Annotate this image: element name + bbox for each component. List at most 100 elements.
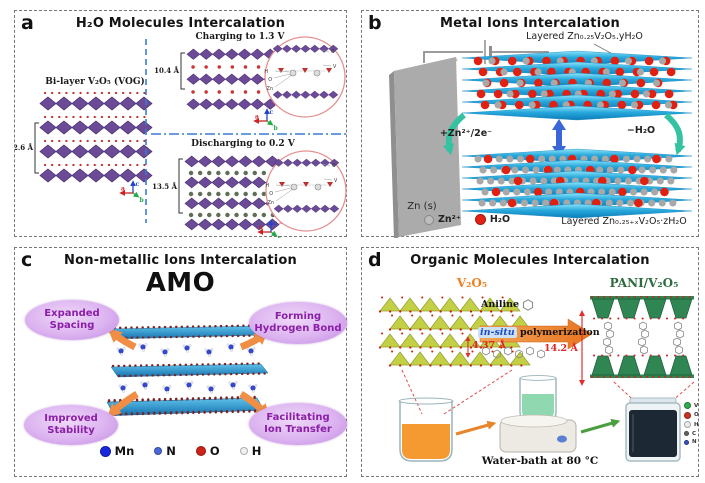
- legend-item-mn: Mn: [99, 444, 135, 458]
- v2o5-label: V₂O₅: [456, 276, 488, 290]
- spacing-142-label: 14.2 Å: [544, 343, 578, 354]
- charging-spacing-label: 10.4 Å: [154, 66, 179, 75]
- formula-bottom: Layered Zn₀.₂₅₊ₓV₂O₅·zH₂O: [561, 216, 687, 227]
- layered-sheets: [105, 324, 270, 418]
- zn-ion-dot: [424, 214, 434, 225]
- aniline-label: Aniline: [480, 299, 520, 310]
- panel-a-letter: a: [21, 12, 34, 34]
- legend-item-h2o: H₂O: [474, 214, 511, 225]
- arrow-improved-stability: [107, 391, 139, 418]
- hotplate-dial: [557, 435, 567, 443]
- insitu-word: in-situ: [478, 327, 517, 338]
- bilayer-spacing-label: 12.6 Å: [15, 143, 34, 152]
- arrow-forming-hydrogen-bond: [239, 330, 269, 351]
- oval-line: Ion Transfer: [264, 424, 332, 435]
- panel-b-title: Metal Ions Intercalation: [440, 16, 620, 31]
- v-dot: [684, 402, 691, 409]
- water-release-label: −H₂O: [626, 125, 656, 136]
- charging-inset: O V H O Zn: [264, 36, 346, 118]
- o-dot: [195, 446, 206, 456]
- n-dot: [684, 439, 689, 445]
- legend-item-zn: Zn²⁺: [424, 214, 461, 225]
- legend-item-c: C: [684, 431, 699, 437]
- oval-line: Hydrogen Bond: [254, 323, 342, 334]
- panel-a-title: H₂O Molecules Intercalation: [75, 16, 286, 31]
- waterbath-label: Water-bath at 80 °C: [481, 455, 599, 467]
- panel-b-legend: Zn²⁺ H₂O: [424, 214, 510, 225]
- intercalated-molecules-row1: [116, 343, 256, 357]
- panel-c-title: Non-metallic Ions Intercalation: [64, 253, 297, 268]
- inset-zn-label: Zn: [267, 86, 273, 92]
- legend-item-n: N: [154, 444, 176, 458]
- charging-title: Charging to 1.3 V: [195, 32, 285, 42]
- discharging-inset: O V H O Zn: [265, 150, 347, 232]
- mn-label: Mn: [114, 444, 135, 458]
- oval-line: Expanded: [44, 308, 100, 319]
- formula-top: Layered Zn₀.₂₅V₂O₅.yH₂O: [526, 31, 643, 42]
- inset-o-label: O: [331, 49, 335, 55]
- panel-d: d Organic Molecules Intercalation V₂O₅ P…: [361, 247, 699, 477]
- inset-o-label: O: [332, 163, 336, 169]
- discharging-title: Discharging to 0.2 V: [191, 139, 295, 149]
- interlayer-chain: [603, 321, 614, 355]
- circuit-wire: [423, 40, 549, 64]
- inset-v-label: V: [334, 178, 338, 184]
- hydrated-stack-bottom: [461, 148, 693, 219]
- green-solution: [522, 394, 554, 418]
- n-dot: [154, 447, 163, 455]
- zn-ion-label: Zn²⁺: [438, 214, 461, 225]
- discharging-spacing-label: 13.5 Å: [152, 182, 177, 191]
- inset-h-label: H: [264, 69, 268, 75]
- h2o-dot: [474, 214, 486, 225]
- arrow-expanded-spacing: [107, 328, 137, 351]
- legend-item-n: N: [684, 439, 699, 445]
- oval-facilitating-ion-transfer: Facilitating Ion Transfer: [249, 403, 347, 445]
- oval-expanded-spacing: Expanded Spacing: [25, 300, 119, 340]
- spacing-437-label: 4.37 Å: [472, 340, 506, 351]
- legend-item-o: O: [195, 444, 220, 458]
- oval-line: Facilitating: [266, 412, 330, 423]
- step-arrow-orange: [455, 420, 497, 436]
- amo-headline: AMO: [145, 268, 216, 298]
- pani-v2o5-label: PANI/V₂O₅: [609, 276, 679, 290]
- interlayer-chain: [673, 321, 684, 355]
- panel-a-drawing: c a b: [15, 36, 347, 238]
- formula-leader-line: [593, 43, 621, 59]
- legend-item-h: H: [684, 421, 699, 428]
- panel-c-legend: Mn N O H: [15, 444, 346, 458]
- inset-v-label: V: [333, 64, 337, 70]
- bilayer-structure: 12.6 Å: [15, 91, 152, 204]
- h-label: H: [251, 444, 262, 458]
- o-label: O: [209, 444, 220, 458]
- charging-structure: 10.4 Å: [154, 44, 288, 132]
- inset-o2-label: O: [269, 191, 273, 197]
- v-label: V: [694, 402, 699, 409]
- legend-item-v: V: [684, 402, 699, 409]
- step-arrow-green: [580, 418, 621, 434]
- h-label: H: [694, 421, 699, 428]
- oval-line: Spacing: [49, 320, 95, 331]
- inset-o2-label: O: [268, 77, 272, 83]
- oval-line: Stability: [47, 425, 95, 436]
- h-dot: [239, 447, 248, 455]
- panel-c-letter: c: [21, 249, 33, 271]
- mn-dot: [99, 445, 111, 457]
- panel-d-mini-legend: V O H C N: [684, 402, 699, 445]
- bilayer-label: Bi-layer V₂O₅ (VOG): [45, 77, 145, 87]
- n-label: N: [692, 439, 697, 445]
- panel-d-title: Organic Molecules Intercalation: [410, 253, 650, 268]
- intercalated-molecules-row2: [118, 381, 258, 394]
- interlayer-chain: [638, 321, 649, 355]
- hydrated-stack-top: [461, 50, 693, 121]
- pani-v2o5-structure: [589, 295, 695, 379]
- h-dot: [684, 421, 691, 428]
- c-label: C: [692, 430, 697, 437]
- legend-item-o: O: [684, 411, 699, 419]
- c-dot: [684, 431, 689, 436]
- oval-forming-hydrogen-bond: Forming Hydrogen Bond: [249, 302, 347, 344]
- panel-b: b Metal Ions Intercalation Layered Zn₀.₂…: [361, 10, 699, 238]
- o-dot: [684, 411, 691, 419]
- h2o-label: H₂O: [489, 214, 511, 225]
- oval-line: Improved: [44, 413, 98, 424]
